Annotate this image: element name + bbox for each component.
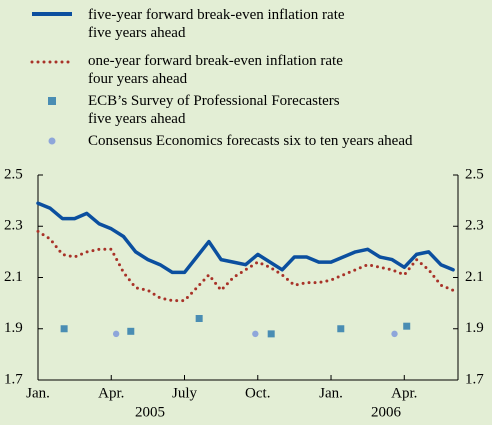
- series-line: [36, 201, 455, 275]
- marker: [60, 325, 68, 333]
- y2-tick-label: 1.9: [465, 320, 484, 336]
- marker: [127, 327, 135, 335]
- y2-tick-label: 2.3: [465, 218, 484, 234]
- marker: [267, 330, 275, 338]
- x-tick-label: Apr.: [391, 385, 417, 401]
- legend-label: Consensus Economics forecasts six to ten…: [88, 133, 413, 149]
- y-tick-label: 2.3: [4, 218, 23, 234]
- marker: [195, 315, 203, 322]
- x-tick-label: Jan.: [26, 385, 50, 401]
- legend-swatch: [48, 97, 56, 105]
- marker: [391, 330, 398, 338]
- legend-swatch: [48, 137, 56, 145]
- x-tick-label: Oct.: [245, 385, 270, 401]
- legend-label: ECB’s Survey of Professional Forecasters…: [88, 93, 340, 127]
- y2-tick-label: 2.1: [465, 269, 484, 285]
- x-tick-label: July: [172, 385, 198, 401]
- series-line: [36, 229, 455, 303]
- x-tick-label: Jan.: [319, 385, 343, 401]
- y2-tick-label: 1.7: [465, 371, 484, 387]
- legend-label: five-year forward break-even inflation r…: [88, 7, 345, 41]
- y-tick-label: 2.1: [4, 269, 23, 285]
- marker: [112, 330, 120, 338]
- legend-label: one-year forward break-even inflation ra…: [88, 53, 343, 87]
- marker: [403, 322, 411, 330]
- marker: [337, 325, 345, 333]
- marker: [252, 330, 259, 338]
- year-label: 2006: [371, 404, 402, 420]
- y-tick-label: 1.9: [4, 320, 23, 336]
- y-tick-label: 1.7: [4, 371, 23, 387]
- year-label: 2005: [135, 404, 165, 420]
- y-tick-label: 2.5: [4, 166, 23, 182]
- x-tick-label: Apr.: [98, 385, 124, 401]
- y2-tick-label: 2.5: [465, 166, 484, 182]
